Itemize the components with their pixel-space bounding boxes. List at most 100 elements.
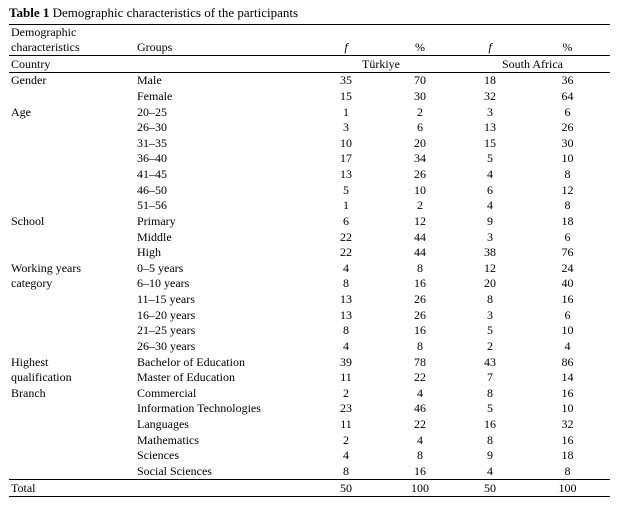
country-south-africa: South Africa — [455, 55, 610, 73]
table-row: Female 15 30 32 64 — [9, 88, 610, 104]
value-cell: 6 — [487, 182, 493, 197]
group-cell: Languages — [137, 417, 189, 432]
table-row: Information Technologies 23 46 5 10 — [9, 401, 610, 417]
group-cell: Bachelor of Education — [137, 354, 245, 369]
col-header-percent-2: % — [525, 24, 610, 57]
category-cell: School — [11, 213, 45, 228]
value-cell: 8 — [343, 276, 349, 291]
category-cell — [9, 323, 135, 339]
value-cell: 8 — [487, 385, 493, 400]
value-cell: 22 — [414, 370, 426, 385]
col-header-characteristics: Demographic characteristics — [9, 24, 135, 57]
category-cell — [9, 135, 135, 151]
col-header-percent-1: % — [385, 24, 455, 57]
table-row: Middle 22 44 3 6 — [9, 229, 610, 245]
table-row: Branch Commercial 2 4 8 16 — [9, 385, 610, 401]
value-cell: 8 — [417, 338, 423, 353]
group-cell: 41–45 — [137, 167, 167, 182]
value-cell: 15 — [340, 88, 352, 103]
value-cell: 10 — [340, 135, 352, 150]
table-footer: Total 50 100 50 100 — [9, 479, 610, 497]
group-cell: Male — [137, 73, 162, 88]
country-row: Country Türkiye South Africa — [9, 55, 610, 73]
value-cell: 10 — [561, 151, 574, 166]
table-row: Gender Male 35 70 18 36 — [9, 72, 610, 88]
value-cell: 13 — [340, 167, 352, 182]
value-cell: 4 — [564, 338, 571, 353]
value-cell: 2 — [417, 104, 423, 119]
value-cell: 8 — [564, 463, 571, 478]
value-cell: 32 — [561, 417, 574, 432]
group-cell: High — [137, 245, 161, 260]
value-cell: 8 — [343, 323, 349, 338]
table-row: 16–20 years 13 26 3 6 — [9, 307, 610, 323]
group-cell: 6–10 years — [137, 276, 190, 291]
value-cell: 8 — [564, 167, 571, 182]
table-number-label: Table 1 — [9, 5, 50, 20]
value-cell: 30 — [414, 88, 426, 103]
value-cell: 2 — [417, 198, 423, 213]
value-cell: 11 — [340, 370, 352, 385]
category-cell: category — [11, 276, 53, 291]
value-cell: 18 — [561, 448, 574, 463]
value-cell: 4 — [487, 167, 493, 182]
value-cell: 44 — [414, 245, 426, 260]
table-row: 26–30 years 4 8 2 4 — [9, 338, 610, 354]
value-cell: 10 — [414, 182, 426, 197]
table-row: School Primary 6 12 9 18 — [9, 213, 610, 229]
value-cell: 46 — [414, 401, 426, 416]
value-cell: 2 — [487, 338, 493, 353]
category-cell — [9, 229, 135, 245]
value-cell: 13 — [484, 120, 496, 135]
value-cell: 7 — [487, 370, 493, 385]
value-cell: 13 — [340, 292, 352, 307]
table-row: Working years 0–5 years 4 8 12 24 — [9, 260, 610, 276]
value-cell: 13 — [340, 307, 352, 322]
value-cell: 12 — [414, 213, 426, 228]
category-cell: Working years — [11, 260, 82, 275]
value-cell: 16 — [561, 432, 574, 447]
value-cell: 23 — [340, 401, 352, 416]
category-cell: qualification — [11, 370, 72, 385]
table-row: High 22 44 38 76 — [9, 245, 610, 261]
value-cell: 5 — [487, 401, 493, 416]
table-row: Sciences 4 8 9 18 — [9, 448, 610, 464]
group-cell: 51–56 — [137, 198, 167, 213]
value-cell: 18 — [484, 73, 496, 88]
total-value-cell: 50 — [307, 479, 385, 497]
value-cell: 6 — [343, 213, 349, 228]
value-cell: 8 — [417, 448, 423, 463]
value-cell: 2 — [343, 385, 349, 400]
value-cell: 6 — [564, 229, 571, 244]
value-cell: 4 — [487, 463, 493, 478]
value-cell: 12 — [484, 260, 496, 275]
value-cell: 3 — [487, 307, 493, 322]
col-header-frequency-2: f — [455, 24, 525, 57]
value-cell: 10 — [561, 401, 574, 416]
table-row: Languages 11 22 16 32 — [9, 417, 610, 433]
value-cell: 34 — [414, 151, 426, 166]
table-row: qualification Master of Education 11 22 7 14 — [9, 370, 610, 386]
table-row: 21–25 years 8 16 5 10 — [9, 323, 610, 339]
value-cell: 22 — [340, 245, 352, 260]
value-cell: 38 — [484, 245, 496, 260]
value-cell: 8 — [487, 292, 493, 307]
value-cell: 24 — [561, 260, 574, 275]
value-cell: 16 — [414, 276, 426, 291]
value-cell: 26 — [414, 307, 426, 322]
value-cell: 4 — [487, 198, 493, 213]
table-row: 41–45 13 26 4 8 — [9, 167, 610, 183]
group-cell: 46–50 — [137, 182, 167, 197]
value-cell: 8 — [487, 432, 493, 447]
col-header-groups: Groups — [135, 24, 307, 57]
value-cell: 32 — [484, 88, 496, 103]
country-row-label: Country — [9, 55, 135, 73]
category-cell — [9, 120, 135, 136]
table-caption: Demographic characteristics of the parti… — [52, 5, 299, 20]
group-cell: Commercial — [137, 385, 197, 400]
category-cell — [9, 182, 135, 198]
category-cell — [9, 167, 135, 183]
category-cell — [9, 307, 135, 323]
category-cell — [9, 198, 135, 214]
col-header-frequency-1: f — [307, 24, 385, 57]
